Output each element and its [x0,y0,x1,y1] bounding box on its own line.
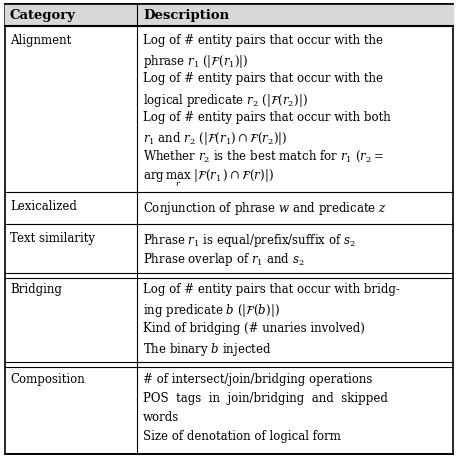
Text: # of intersect/join/bridging operations: # of intersect/join/bridging operations [143,372,372,385]
Text: Lexicalized: Lexicalized [10,200,77,213]
Text: Log of # entity pairs that occur with the: Log of # entity pairs that occur with th… [143,34,383,47]
Text: words: words [143,410,180,423]
Text: Bridging: Bridging [10,283,62,296]
Text: Kind of bridging (# unaries involved): Kind of bridging (# unaries involved) [143,321,365,334]
Text: Text similarity: Text similarity [10,232,95,245]
Text: Composition: Composition [10,372,85,385]
Text: Log of # entity pairs that occur with the: Log of # entity pairs that occur with th… [143,72,383,85]
Text: The binary $b$ injected: The binary $b$ injected [143,340,272,357]
Text: Conjunction of phrase $w$ and predicate $z$: Conjunction of phrase $w$ and predicate … [143,200,387,217]
Text: Description: Description [143,10,229,22]
Text: Whether $r_2$ is the best match for $r_1$ ($r_2 =$: Whether $r_2$ is the best match for $r_1… [143,149,384,164]
Text: ing predicate $b$ ($|\mathcal{F}(b)|$): ing predicate $b$ ($|\mathcal{F}(b)|$) [143,302,280,319]
Text: phrase $r_1$ ($|\mathcal{F}(r_1)|$): phrase $r_1$ ($|\mathcal{F}(r_1)|$) [143,53,249,70]
Text: Log of # entity pairs that occur with bridg-: Log of # entity pairs that occur with br… [143,283,400,296]
Text: POS  tags  in  join/bridging  and  skipped: POS tags in join/bridging and skipped [143,391,388,404]
Text: $\arg\max_r\ |\mathcal{F}(r_1) \cap \mathcal{F}(r)|$): $\arg\max_r\ |\mathcal{F}(r_1) \cap \mat… [143,168,274,189]
Text: Category: Category [10,10,76,22]
Text: $r_1$ and $r_2$ ($|\mathcal{F}(r_1) \cap \mathcal{F}(r_2)|$): $r_1$ and $r_2$ ($|\mathcal{F}(r_1) \cap… [143,129,288,146]
Text: Phrase $r_1$ is equal/prefix/suffix of $s_2$: Phrase $r_1$ is equal/prefix/suffix of $… [143,232,356,249]
Text: logical predicate $r_2$ ($|\mathcal{F}(r_2)|$): logical predicate $r_2$ ($|\mathcal{F}(r… [143,91,308,108]
Text: Alignment: Alignment [10,34,71,47]
Text: Size of denotation of logical form: Size of denotation of logical form [143,429,341,442]
Text: Log of # entity pairs that occur with both: Log of # entity pairs that occur with bo… [143,111,391,123]
Text: Phrase overlap of $r_1$ and $s_2$: Phrase overlap of $r_1$ and $s_2$ [143,251,305,268]
